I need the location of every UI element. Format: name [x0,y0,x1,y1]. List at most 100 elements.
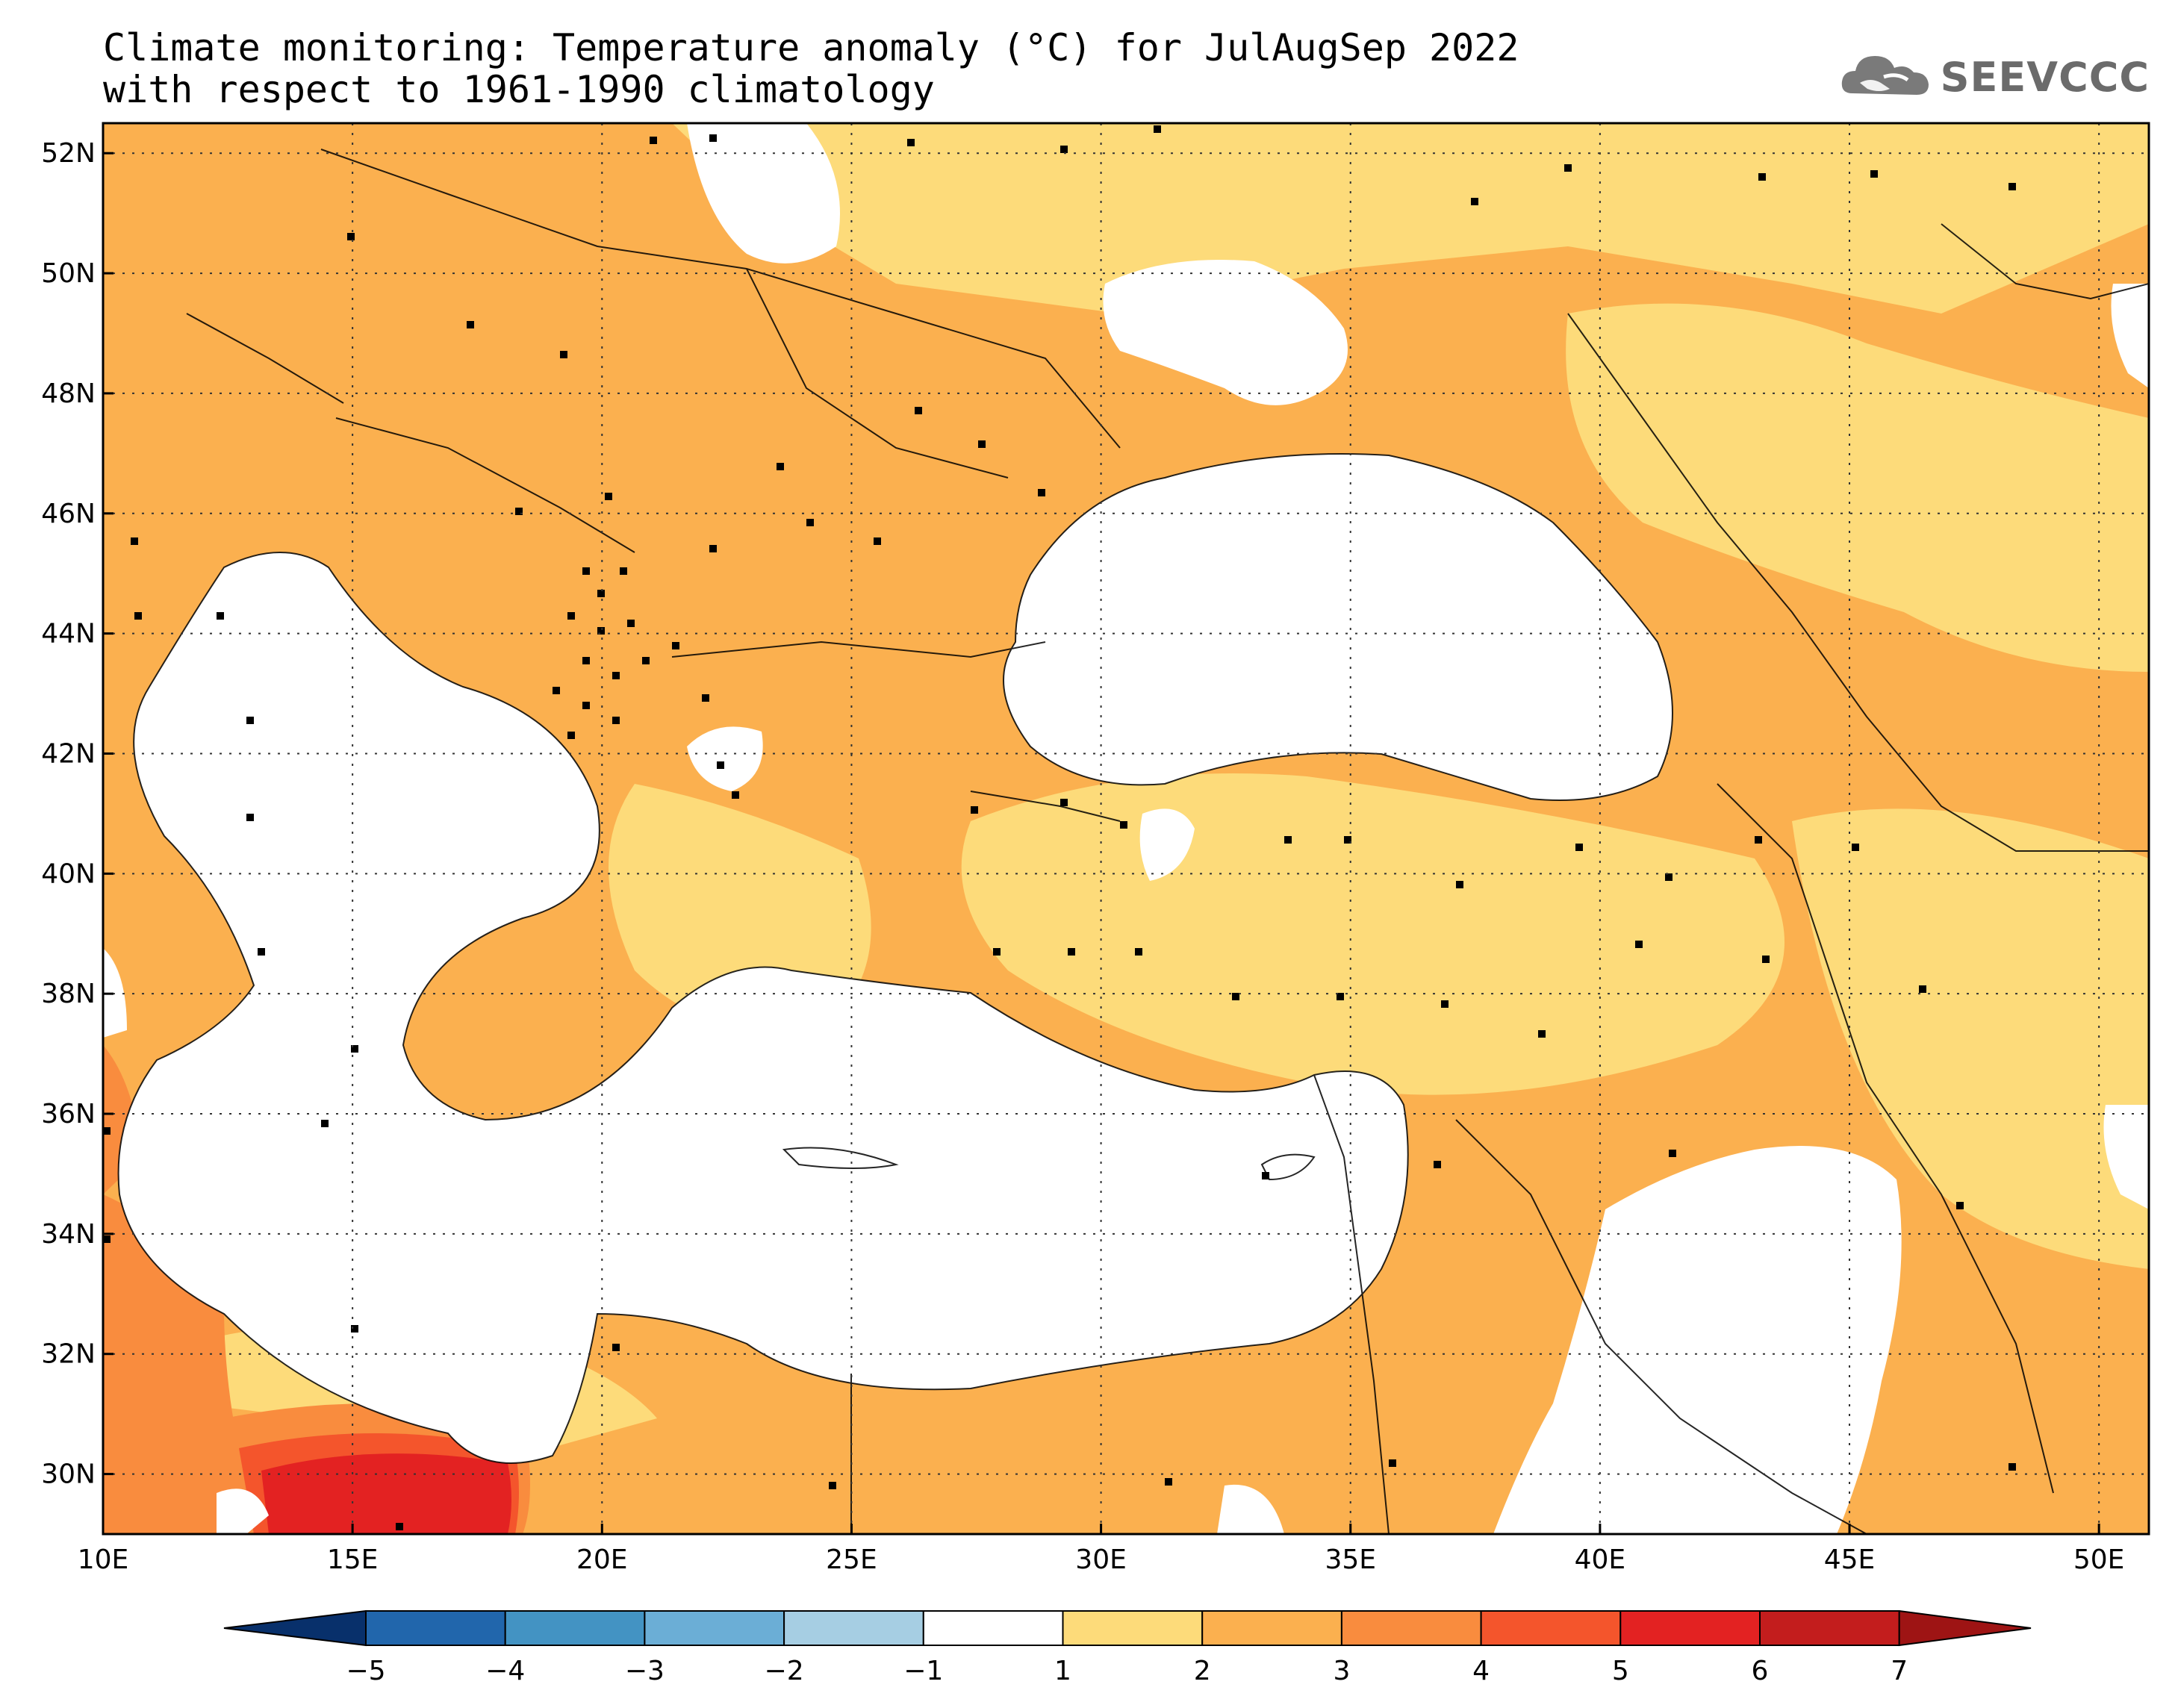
station-marker [351,1325,358,1333]
station-marker [732,791,739,799]
colorbar-segment [1062,1610,1204,1646]
cloud-icon [1841,56,1929,95]
station-marker [1762,956,1770,963]
station-marker [612,1344,620,1351]
no-anomaly-area [687,726,763,791]
station-marker [217,612,224,620]
station-marker [246,814,254,821]
station-marker [131,537,138,545]
colorbar-label: −1 [903,1656,943,1686]
lon-tick-label: 10E [78,1545,129,1575]
no-anomaly-area [1493,1146,1902,1534]
station-marker [1441,1000,1449,1008]
lat-tick-label: 48N [41,378,96,409]
colorbar-label: 3 [1333,1656,1350,1686]
colorbar-label: 7 [1891,1656,1908,1686]
station-marker [1538,1030,1546,1038]
anomaly-1to2-zone [1566,303,2149,672]
station-marker [515,508,523,515]
station-marker [347,233,355,240]
lat-tick-label: 36N [41,1099,96,1129]
anomaly-1to2-zone [1792,808,2149,1269]
colorbar-segment [1480,1610,1622,1646]
lon-tick-label: 45E [1824,1545,1876,1575]
lat-tick-label: 52N [41,138,96,169]
colorbar-labels: −5 −4 −3 −2 −1 1 2 3 4 5 6 7 [346,1656,1908,1686]
no-anomaly-area [217,1489,269,1534]
lon-tick-label: 30E [1075,1545,1127,1575]
station-marker [134,612,142,620]
station-markers [103,125,2016,1530]
station-marker [2008,183,2016,190]
station-marker [1038,489,1045,496]
station-marker [1456,881,1463,888]
station-marker [1120,821,1127,829]
colorbar-label: −4 [485,1656,525,1686]
station-marker [717,761,724,769]
logo-text: SEEVCCC [1940,53,2150,101]
station-marker [246,717,254,724]
colorbar-right-arrow [1898,1609,2032,1647]
station-marker [709,545,717,552]
colorbar-label: 1 [1054,1656,1071,1686]
station-marker [567,612,575,620]
axis-ticks [102,152,2100,1534]
station-marker [612,717,620,724]
anomaly-1to2-zone [609,784,871,1033]
coastlines-and-borders [117,149,2149,1534]
colorbar-segment [1340,1610,1482,1646]
station-marker [597,590,605,597]
station-marker [396,1523,403,1530]
station-marker [978,440,986,448]
station-marker [582,702,590,709]
station-marker [605,493,612,500]
station-marker [1135,948,1142,956]
no-anomaly-area [2103,1105,2149,1209]
colorbar [223,1609,2032,1647]
station-marker [1344,836,1351,844]
lat-tick-label: 38N [41,979,96,1009]
station-marker [1232,993,1239,1000]
lon-tick-label: 40E [1575,1545,1626,1575]
station-marker [993,948,1001,956]
colorbar-label: −5 [346,1656,385,1686]
station-marker [650,137,657,144]
lat-tick-label: 42N [41,738,96,769]
no-anomaly-area [1139,808,1195,881]
station-marker [672,642,679,649]
station-marker [1758,173,1766,181]
station-marker [1956,1202,1964,1209]
colorbar-segment [1619,1610,1761,1646]
station-marker [597,627,605,635]
station-marker [582,657,590,664]
lon-tick-label: 20E [576,1545,628,1575]
station-marker [351,1045,358,1053]
colorbar-segment [644,1610,785,1646]
station-marker [560,351,567,358]
station-marker [1870,170,1878,178]
colorbar-segment [783,1610,924,1646]
station-marker [1434,1161,1441,1168]
lon-tick-label: 50E [2073,1545,2125,1575]
colorbar-label: 6 [1752,1656,1769,1686]
station-marker [642,657,650,664]
station-marker [1060,799,1068,806]
anomaly-5to6-zone [261,1453,511,1534]
station-marker [1669,1150,1676,1157]
colorbar-label: 2 [1194,1656,1211,1686]
colorbar-label: 4 [1472,1656,1490,1686]
station-marker [1665,873,1673,881]
colorbar-segment [365,1610,506,1646]
station-marker [321,1120,329,1127]
station-marker [829,1482,836,1489]
station-marker [620,567,627,575]
anomaly-1to2-zone [224,123,2149,314]
station-marker [1919,985,1926,993]
lat-tick-label: 46N [41,499,96,529]
map-title-line2: with respect to 1961-1990 climatology [103,68,935,111]
lon-tick-label: 25E [826,1545,877,1575]
lat-tick-label: 34N [41,1219,96,1250]
longitude-labels: 10E 15E 20E 25E 30E 35E 40E 45E 50E [78,1545,2125,1575]
station-marker [258,948,265,956]
latitude-labels: 52N 50N 48N 46N 44N 42N 40N 38N 36N 34N 32N 30N [41,138,96,1489]
